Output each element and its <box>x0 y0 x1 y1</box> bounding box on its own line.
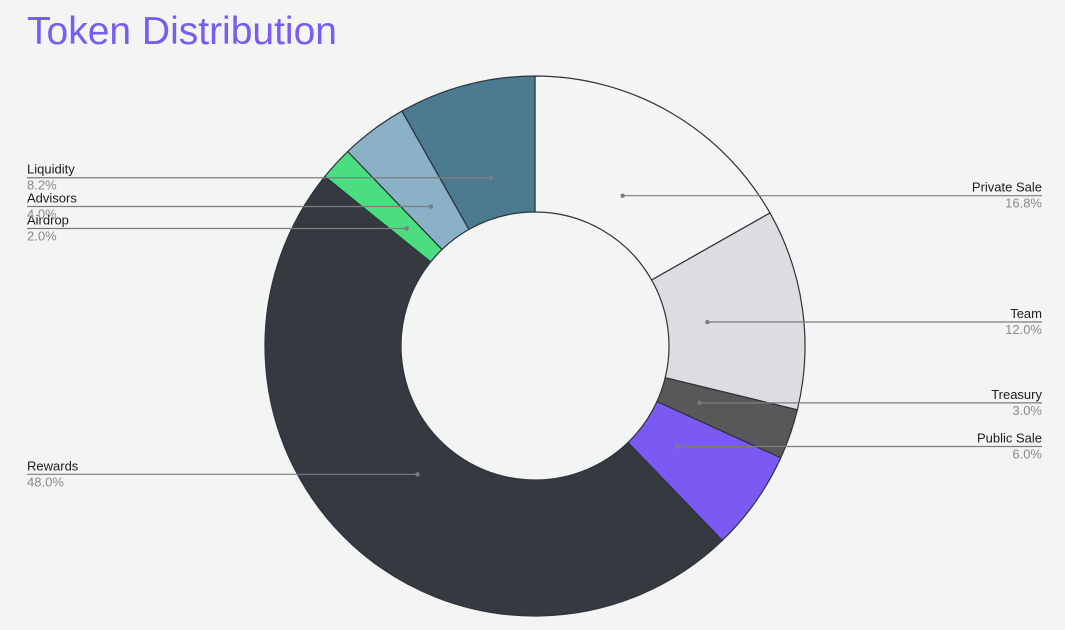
leader-dot-treasury <box>697 400 702 406</box>
slice-percent-advisors: 4.0% <box>27 207 57 222</box>
slice-percent-treasury: 3.0% <box>1012 403 1042 418</box>
chart-title: Token Distribution <box>27 10 337 53</box>
slice-rewards <box>264 175 723 617</box>
slices-group <box>264 75 806 617</box>
slice-percent-team: 12.0% <box>1005 322 1042 337</box>
leader-dot-rewards <box>415 472 420 477</box>
leader-lines-group <box>27 175 1042 477</box>
leader-dot-team <box>705 319 710 325</box>
slice-label-liquidity: Liquidity <box>27 162 75 177</box>
slice-label-private-sale: Private Sale <box>972 180 1042 195</box>
leader-dot-advisors <box>428 204 434 209</box>
slice-label-advisors: Advisors <box>27 191 77 206</box>
slice-label-airdrop: Airdrop <box>27 212 69 227</box>
slice-percent-public-sale: 6.0% <box>1012 446 1042 461</box>
slice-label-team: Team <box>1010 306 1042 321</box>
slice-label-public-sale: Public Sale <box>977 430 1042 445</box>
leader-dot-liquidity <box>488 175 493 180</box>
slice-label-treasury: Treasury <box>991 387 1042 402</box>
slice-private-sale <box>534 75 771 281</box>
slice-label-rewards: Rewards <box>27 458 79 473</box>
slice-liquidity <box>401 75 536 230</box>
leader-dot-airdrop <box>404 226 409 231</box>
slice-percent-rewards: 48.0% <box>27 474 64 489</box>
slice-percent-liquidity: 8.2% <box>27 178 57 193</box>
slice-percent-airdrop: 2.0% <box>27 228 57 243</box>
leader-dot-public-sale <box>674 444 680 449</box>
slice-percent-private-sale: 16.8% <box>1005 196 1042 211</box>
leader-dot-private-sale <box>620 193 625 198</box>
